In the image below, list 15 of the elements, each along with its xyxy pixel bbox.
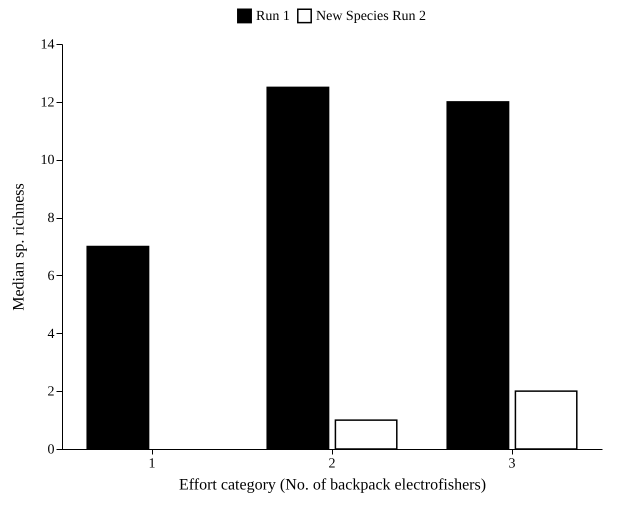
y-tick-label: 6 [48,268,54,284]
y-tick-label: 0 [48,442,54,458]
x-tick-label: 3 [508,456,516,472]
x-tick-label: 1 [148,456,156,472]
y-tick-label: 14 [40,38,54,52]
x-tick-label: 2 [328,456,336,472]
y-tick-label: 12 [40,95,54,110]
x-axis-title: Effort category (No. of backpack electrofishers) [178,476,486,494]
y-axis-title: Median sp. richness [10,183,28,311]
legend-label: New Species Run 2 [316,8,426,24]
y-tick-label: 10 [40,153,54,168]
legend-label: Run 1 [256,8,290,24]
y-tick-label: 4 [48,326,54,342]
y-tick-label: 8 [48,211,54,226]
y-tick-label: 2 [48,384,54,400]
